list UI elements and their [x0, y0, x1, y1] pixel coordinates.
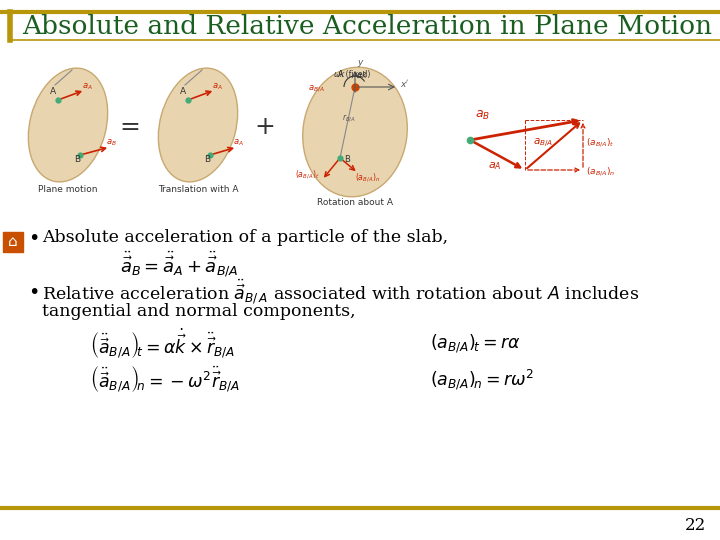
Text: $\left(\ddot{\vec{a}}_{B/A}\right)_{\!t} = \alpha\dot{\vec{k}} \times \ddot{\vec: $\left(\ddot{\vec{a}}_{B/A}\right)_{\!t}…: [90, 327, 235, 361]
Text: $a_A$: $a_A$: [488, 160, 502, 172]
Text: $a_A$: $a_A$: [82, 81, 93, 91]
Text: B: B: [74, 155, 80, 164]
Text: •: •: [28, 282, 40, 301]
Text: $a_B$: $a_B$: [106, 138, 117, 149]
Text: A: A: [50, 87, 56, 96]
Text: $\left(a_{B/A}\right)_{\!t} = r\alpha$: $\left(a_{B/A}\right)_{\!t} = r\alpha$: [430, 333, 521, 355]
Text: $a_{B/A}$: $a_{B/A}$: [308, 83, 325, 94]
Text: $\omega k$: $\omega k$: [333, 68, 346, 79]
Text: $a_A$: $a_A$: [212, 81, 222, 91]
Text: Plane motion: Plane motion: [38, 185, 98, 194]
Text: •: •: [28, 228, 40, 247]
Text: ⌂: ⌂: [8, 234, 18, 249]
Text: Translation with A: Translation with A: [158, 185, 238, 194]
Text: $a_A$: $a_A$: [233, 138, 244, 149]
Text: $\alpha k$: $\alpha k$: [356, 69, 368, 80]
Text: $r_{B/A}$: $r_{B/A}$: [342, 112, 356, 124]
FancyBboxPatch shape: [3, 232, 23, 252]
Text: $\ddot{\vec{a}}_B = \ddot{\vec{a}}_A + \ddot{\vec{a}}_{B/A}$: $\ddot{\vec{a}}_B = \ddot{\vec{a}}_A + \…: [120, 249, 239, 279]
Text: $(a_{B/A})_n$: $(a_{B/A})_n$: [586, 165, 615, 178]
Text: A: A: [180, 87, 186, 96]
Text: $\left(a_{B/A}\right)_{\!n} = r\omega^2$: $\left(a_{B/A}\right)_{\!n} = r\omega^2$: [430, 368, 534, 393]
Ellipse shape: [302, 67, 408, 197]
Text: $(a_{B/A})_t$: $(a_{B/A})_t$: [586, 136, 614, 149]
Text: $\left(\ddot{\vec{a}}_{B/A}\right)_{\!n} = -\omega^2\ddot{\vec{r}}_{B/A}$: $\left(\ddot{\vec{a}}_{B/A}\right)_{\!n}…: [90, 365, 240, 395]
Ellipse shape: [158, 68, 238, 182]
Text: B: B: [204, 155, 210, 164]
Text: $(a_{B/A})_n$: $(a_{B/A})_n$: [355, 171, 380, 184]
Text: Absolute acceleration of a particle of the slab,: Absolute acceleration of a particle of t…: [42, 230, 448, 246]
Ellipse shape: [28, 68, 108, 182]
Text: $a_B$: $a_B$: [475, 109, 490, 122]
Text: $(a_{B/A})_t$: $(a_{B/A})_t$: [295, 168, 320, 181]
Text: 22: 22: [685, 517, 706, 535]
Text: B: B: [344, 155, 350, 164]
Text: =: =: [120, 115, 140, 139]
Text: $y$: $y$: [357, 58, 364, 69]
Text: Rotation about A: Rotation about A: [317, 198, 393, 207]
Text: Absolute and Relative Acceleration in Plane Motion: Absolute and Relative Acceleration in Pl…: [22, 14, 712, 38]
Text: Relative acceleration $\ddot{\vec{a}}_{B/\,A}$ associated with rotation about $A: Relative acceleration $\ddot{\vec{a}}_{B…: [42, 277, 639, 307]
Text: $x'$: $x'$: [400, 78, 410, 89]
Text: +: +: [255, 115, 276, 139]
Text: tangential and normal components,: tangential and normal components,: [42, 303, 356, 321]
Text: $a_{B/A}$: $a_{B/A}$: [533, 137, 553, 150]
Text: A (fixed): A (fixed): [338, 70, 370, 79]
